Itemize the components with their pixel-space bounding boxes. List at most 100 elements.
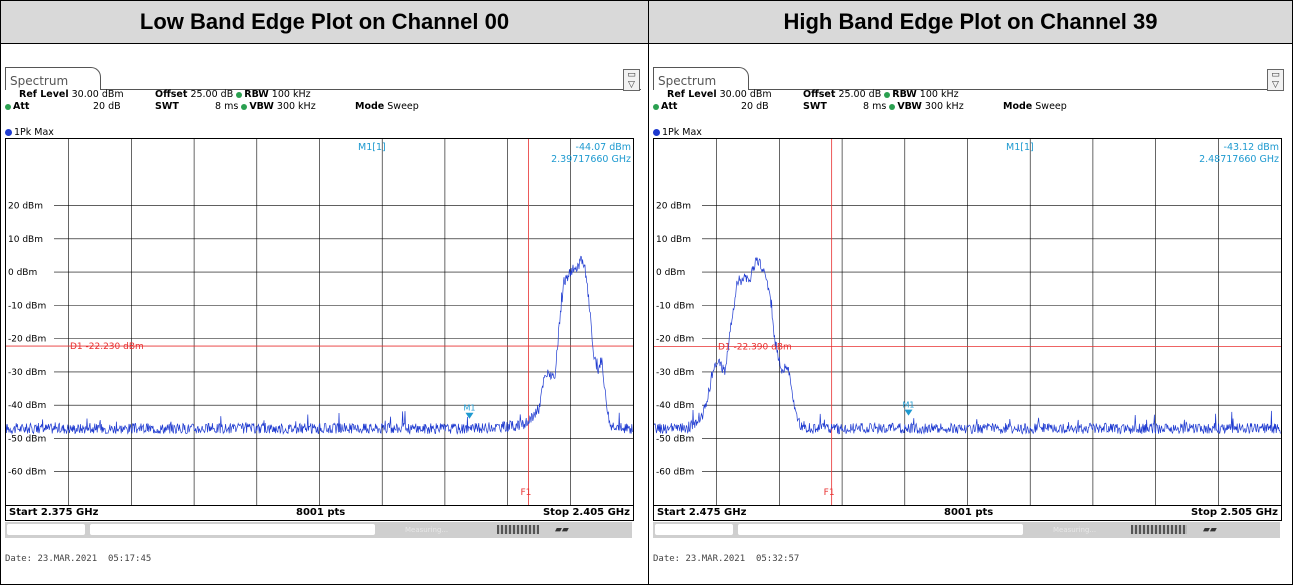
att-value: 20 dB — [93, 101, 121, 112]
marker-triangle-icon — [904, 409, 913, 416]
trace-label: 1Pk Max — [14, 127, 54, 138]
vbw-label: VBW — [897, 101, 922, 112]
rbw-coupled-icon — [236, 91, 243, 98]
y-tick-label: -50 dBm — [656, 434, 694, 444]
y-tick-label: -10 dBm — [8, 301, 46, 311]
y-tick-label: -60 dBm — [656, 468, 694, 478]
swt-label: SWT — [803, 101, 827, 112]
offset-label: Offset — [803, 89, 836, 100]
status-field-1[interactable] — [7, 524, 85, 535]
sweep-footer: Start 2.475 GHz 8001 pts Stop 2.505 GHz — [653, 506, 1282, 521]
offset-label: Offset — [155, 89, 188, 100]
ref-level-label: Ref Level — [19, 89, 69, 100]
y-tick-label: -40 dBm — [8, 401, 46, 411]
mode-value: Sweep — [387, 101, 419, 112]
spectrum-plot-low[interactable]: 20 dBm 10 dBm 0 dBm -10 dBm -20 dBm -30 dBm -4… — [5, 138, 634, 506]
sweep-points: 8001 pts — [944, 507, 994, 518]
marker-name: M1[1] — [358, 142, 386, 153]
rbw-value: 100 kHz — [271, 89, 311, 100]
swt-value: 8 ms — [215, 101, 239, 112]
swt-label: SWT — [155, 101, 179, 112]
att-label: Att — [661, 101, 678, 112]
mode-value: Sweep — [1035, 101, 1067, 112]
left-plot-title: Low Band Edge Plot on Channel 00 — [1, 1, 648, 44]
spectrum-trace — [6, 255, 633, 435]
window-menu-icon[interactable]: ▭ ▽ — [623, 69, 640, 91]
swt-value: 8 ms — [863, 101, 887, 112]
progress-indicator — [1131, 525, 1187, 534]
spectrum-tab[interactable]: Spectrum — [5, 67, 101, 90]
spectrum-tab-label: Spectrum — [658, 74, 717, 88]
marker-frequency: 2.39717660 GHz — [551, 154, 631, 165]
y-tick-label: -20 dBm — [8, 335, 46, 345]
instrument-settings: Ref Level 30.00 dBm Offset 25.00 dB RBW … — [653, 89, 1283, 120]
spectrum-tab[interactable]: Spectrum — [653, 67, 749, 90]
y-tick-label: -30 dBm — [8, 368, 46, 378]
sweep-points: 8001 pts — [296, 507, 346, 518]
vbw-value: 300 kHz — [924, 101, 964, 112]
rbw-label: RBW — [892, 89, 917, 100]
att-coupled-icon — [653, 103, 659, 110]
status-bar: Measuring... ▰▰ — [5, 522, 632, 538]
y-tick-label: 10 dBm — [656, 235, 691, 245]
rbw-coupled-icon — [884, 91, 891, 98]
rbw-value: 100 kHz — [919, 89, 959, 100]
f1-label: F1 — [521, 488, 532, 498]
mode-label: Mode — [1003, 101, 1033, 112]
trace-indicator: 1Pk Max — [5, 127, 54, 139]
y-tick-label: 10 dBm — [8, 235, 43, 245]
progress-indicator — [497, 525, 539, 534]
marker-name: M1[1] — [1006, 142, 1034, 153]
window-menu-icon[interactable]: ▭ ▽ — [1267, 69, 1284, 91]
sweep-footer: Start 2.375 GHz 8001 pts Stop 2.405 GHz — [5, 506, 634, 521]
trace-label: 1Pk Max — [662, 127, 702, 138]
spectrum-plot-high[interactable]: 20 dBm 10 dBm 0 dBm -10 dBm -20 dBm -30 dBm -4… — [653, 138, 1282, 506]
spectrum-panel-high: Spectrum ▭ ▽ Ref Level 30.00 dBm Offset 2… — [649, 44, 1292, 584]
status-icon: ▰▰ — [1203, 524, 1217, 534]
marker-tag: M1 — [902, 401, 914, 410]
instrument-settings: Ref Level 30.00 dBm Offset 25.00 dB RBW … — [5, 89, 635, 120]
offset-value: 25.00 dB — [190, 89, 234, 100]
spectrum-trace — [654, 256, 1281, 435]
status-icon: ▰▰ — [555, 524, 569, 534]
status-field-2[interactable] — [90, 524, 375, 535]
trace-color-icon — [653, 129, 660, 136]
y-tick-label: 0 dBm — [8, 268, 37, 278]
marker-triangle-icon — [465, 412, 474, 419]
y-tick-label: -40 dBm — [656, 401, 694, 411]
att-label: Att — [13, 101, 30, 112]
mode-label: Mode — [355, 101, 385, 112]
y-tick-label: -60 dBm — [8, 468, 46, 478]
column-divider — [648, 1, 649, 584]
start-frequency: Start 2.375 GHz — [9, 507, 99, 518]
y-tick-label: 0 dBm — [656, 268, 685, 278]
status-text: Measuring... — [405, 526, 449, 534]
offset-value: 25.00 dB — [838, 89, 882, 100]
stop-frequency: Stop 2.505 GHz — [1190, 507, 1278, 518]
right-plot-title: High Band Edge Plot on Channel 39 — [649, 1, 1292, 44]
trace-indicator: 1Pk Max — [653, 127, 702, 139]
trace-color-icon — [5, 129, 12, 136]
stop-frequency: Stop 2.405 GHz — [542, 507, 630, 518]
status-field-2[interactable] — [738, 524, 1023, 535]
ref-level-value: 30.00 dBm — [71, 89, 124, 100]
marker-level: -43.12 dBm — [1224, 142, 1279, 153]
ref-level-label: Ref Level — [667, 89, 717, 100]
timestamp: Date: 23.MAR.2021 05:17:45 — [5, 554, 152, 564]
att-value: 20 dB — [741, 101, 769, 112]
vbw-value: 300 kHz — [276, 101, 316, 112]
y-tick-label: 20 dBm — [8, 202, 43, 212]
timestamp: Date: 23.MAR.2021 05:32:57 — [653, 554, 800, 564]
f1-label: F1 — [824, 488, 835, 498]
spectrum-panel-low: Spectrum ▭ ▽ Ref Level 30.00 dBm Offset 2… — [1, 44, 648, 584]
marker-level: -44.07 dBm — [576, 142, 631, 153]
status-field-1[interactable] — [655, 524, 733, 535]
status-bar: Measuring... ▰▰ — [653, 522, 1280, 538]
display-line-label: D1 -22.230 dBm — [70, 342, 144, 352]
tab-underline — [749, 89, 1283, 90]
status-text: Measuring... — [1053, 526, 1097, 534]
start-frequency: Start 2.475 GHz — [657, 507, 747, 518]
rbw-label: RBW — [244, 89, 269, 100]
y-tick-label: -30 dBm — [656, 368, 694, 378]
